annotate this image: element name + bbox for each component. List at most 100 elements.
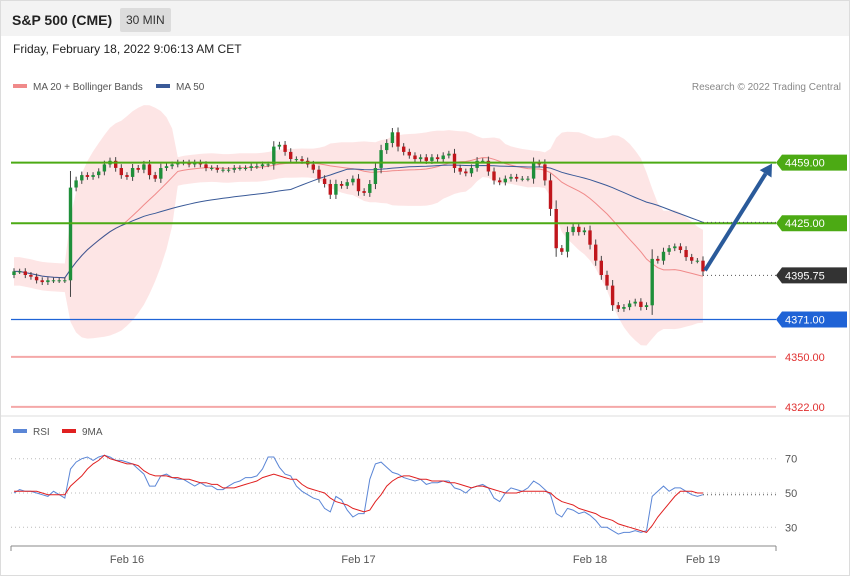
x-tick-label: Feb 19 xyxy=(686,554,720,566)
x-tick-label: Feb 16 xyxy=(110,554,144,566)
candle xyxy=(441,152,445,163)
candle xyxy=(627,300,632,311)
candle xyxy=(221,167,225,173)
candle xyxy=(23,268,27,279)
support-label: 4350.00 xyxy=(785,352,825,364)
legend-ma50-label: MA 50 xyxy=(176,82,205,93)
candle xyxy=(289,148,293,163)
ma20-line xyxy=(14,157,704,279)
candle xyxy=(582,227,587,236)
candle xyxy=(667,245,671,255)
candle xyxy=(633,298,637,307)
candle xyxy=(159,163,163,183)
candle xyxy=(368,180,372,197)
rsi-tick-label: 30 xyxy=(785,522,797,534)
candle xyxy=(407,148,411,159)
candle xyxy=(605,270,609,290)
candle xyxy=(29,272,33,280)
resistance-tag xyxy=(776,154,847,171)
candle xyxy=(475,157,479,172)
candle xyxy=(622,304,626,312)
resistance-label: 4425.00 xyxy=(785,218,825,230)
candle xyxy=(684,246,688,261)
candle xyxy=(373,162,378,190)
candle xyxy=(91,172,95,180)
candle xyxy=(136,165,140,173)
candle xyxy=(402,143,406,156)
candle xyxy=(690,253,694,264)
x-tick-label: Feb 17 xyxy=(341,554,375,566)
candle xyxy=(639,298,643,311)
candle xyxy=(509,173,513,182)
candle xyxy=(571,223,575,236)
candle xyxy=(435,154,440,162)
candle xyxy=(396,127,400,152)
candle xyxy=(673,243,677,252)
candle xyxy=(362,188,366,196)
candle xyxy=(80,171,84,184)
legend-9ma-label: 9MA xyxy=(82,427,103,438)
legend-ma20-swatch xyxy=(13,84,27,88)
candle xyxy=(385,139,389,154)
candle xyxy=(317,165,321,183)
candle xyxy=(272,141,276,170)
candle xyxy=(644,302,649,310)
candle xyxy=(210,165,214,171)
candle xyxy=(661,247,666,265)
copyright: Research © 2022 Trading Central xyxy=(692,82,841,93)
candle xyxy=(334,179,338,199)
candle xyxy=(130,164,135,181)
forecast-arrowhead xyxy=(759,163,772,178)
candle xyxy=(114,157,118,172)
candle xyxy=(322,175,327,188)
candle xyxy=(543,159,547,186)
candle xyxy=(526,176,530,182)
candle xyxy=(328,179,332,199)
candle xyxy=(577,223,581,236)
bollinger-band xyxy=(14,105,703,346)
candle xyxy=(97,168,101,179)
candle xyxy=(17,268,22,274)
candle xyxy=(565,226,570,258)
candle xyxy=(588,225,592,250)
candle xyxy=(554,200,558,257)
rsi-line xyxy=(13,454,704,535)
candle xyxy=(610,280,615,311)
candle xyxy=(46,277,50,285)
candle xyxy=(701,256,705,276)
rsi-tick-label: 50 xyxy=(785,488,797,500)
candle xyxy=(678,243,683,254)
pivot-label: 4371.00 xyxy=(785,315,825,327)
candle xyxy=(390,128,395,148)
candle xyxy=(560,245,564,255)
chart-header: S&P 500 (CME) 30 MIN xyxy=(1,1,849,36)
candle xyxy=(594,239,598,266)
rsi-tick-label: 70 xyxy=(785,454,797,466)
legend-ma20-label: MA 20 + Bollinger Bands xyxy=(33,82,143,93)
candle xyxy=(51,277,56,283)
x-tick-label: Feb 18 xyxy=(573,554,607,566)
candle xyxy=(226,167,231,173)
candle xyxy=(548,173,553,216)
forecast-arrow xyxy=(703,172,768,272)
timeframe-button[interactable]: 30 MIN xyxy=(120,8,171,32)
candle xyxy=(68,171,73,297)
resistance-tag xyxy=(776,215,847,232)
candle xyxy=(650,249,654,315)
candle xyxy=(125,172,129,180)
candle xyxy=(85,172,90,180)
candle xyxy=(63,277,67,283)
candle xyxy=(616,302,620,312)
candle xyxy=(356,174,361,196)
candle xyxy=(469,164,474,177)
candle xyxy=(283,141,287,156)
rsi-9ma-line xyxy=(14,454,703,533)
candle xyxy=(599,255,603,280)
candle xyxy=(498,177,502,186)
candle xyxy=(379,144,383,174)
candle xyxy=(514,173,519,182)
candle xyxy=(351,175,355,186)
legend-rsi-swatch xyxy=(13,429,27,433)
candle xyxy=(345,179,349,189)
